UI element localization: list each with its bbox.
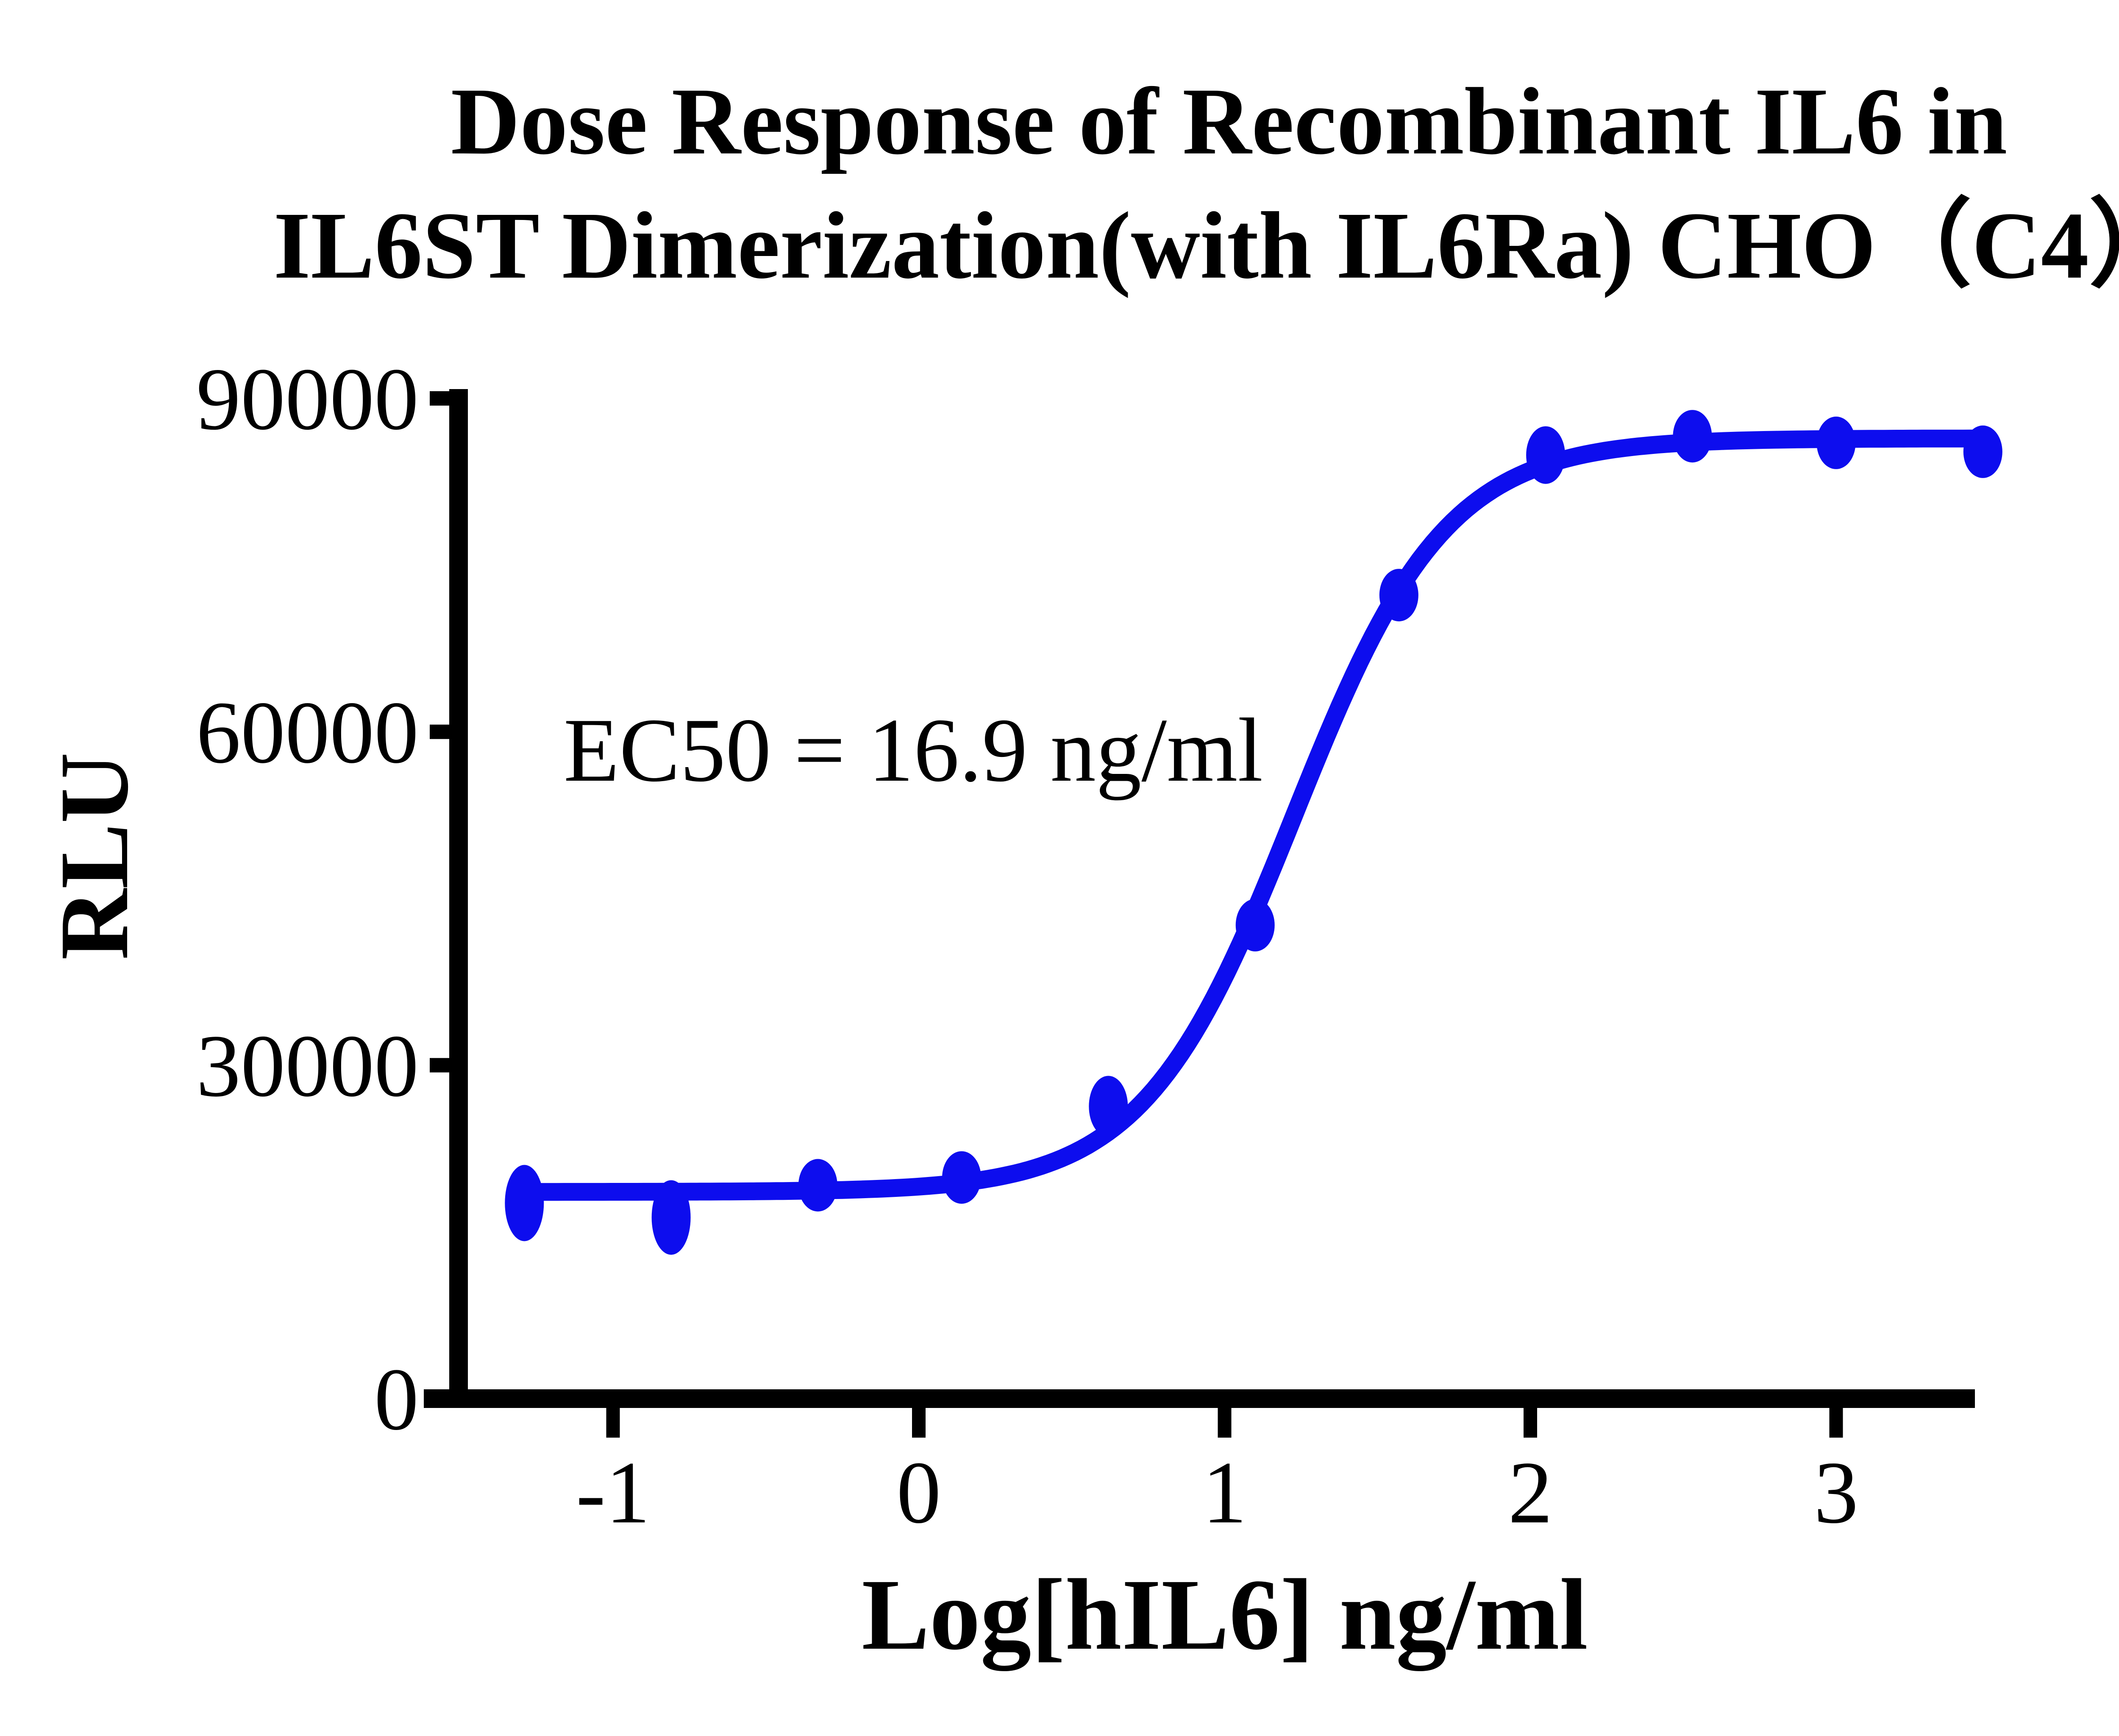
y-tick-label: 30000 — [196, 1017, 419, 1115]
x-axis-line — [424, 1389, 1975, 1408]
x-axis-title: Log[hIL6] ng/ml — [862, 1558, 1588, 1671]
data-point — [651, 1180, 691, 1255]
x-tick — [606, 1408, 620, 1438]
x-tick-label: 3 — [1814, 1444, 1858, 1542]
x-tick — [912, 1408, 926, 1438]
y-tick — [430, 391, 468, 406]
x-tick — [1218, 1408, 1232, 1438]
plot-series — [505, 410, 2002, 1255]
y-tick-label: 60000 — [196, 684, 419, 782]
x-tick-label: 1 — [1202, 1444, 1247, 1542]
y-tick — [430, 724, 468, 739]
x-tick — [1524, 1408, 1537, 1438]
data-point — [1816, 416, 1856, 469]
data-point — [1235, 899, 1275, 951]
ec50-annotation: EC50 = 16.9 ng/ml — [564, 699, 1263, 801]
axis-ticks: 0 30000 60000 90000 -1 0 1 2 3 — [196, 350, 1858, 1542]
fit-curve — [515, 429, 1992, 1201]
data-point — [1089, 1076, 1128, 1137]
x-tick-label: 2 — [1508, 1444, 1553, 1542]
y-tick — [430, 1058, 468, 1073]
data-point — [1526, 426, 1566, 484]
x-tick — [1829, 1408, 1843, 1438]
data-point — [942, 1151, 981, 1204]
y-axis-title: RLU — [40, 752, 149, 960]
data-point — [1673, 410, 1712, 463]
chart-title-line2: IL6ST Dimerization(with IL6Ra) CHO（C4） — [273, 192, 2119, 298]
y-tick-label: 0 — [374, 1350, 419, 1449]
data-point — [798, 1159, 837, 1212]
data-point — [505, 1165, 544, 1241]
y-tick-label: 90000 — [196, 350, 419, 448]
y-axis-line — [449, 389, 468, 1408]
data-point — [1379, 569, 1418, 622]
x-tick-label: -1 — [576, 1444, 650, 1542]
data-point — [1963, 425, 2002, 478]
chart-title-line1: Dose Response of Recombinant IL6 in — [451, 68, 2008, 174]
x-tick-label: 0 — [897, 1444, 941, 1542]
